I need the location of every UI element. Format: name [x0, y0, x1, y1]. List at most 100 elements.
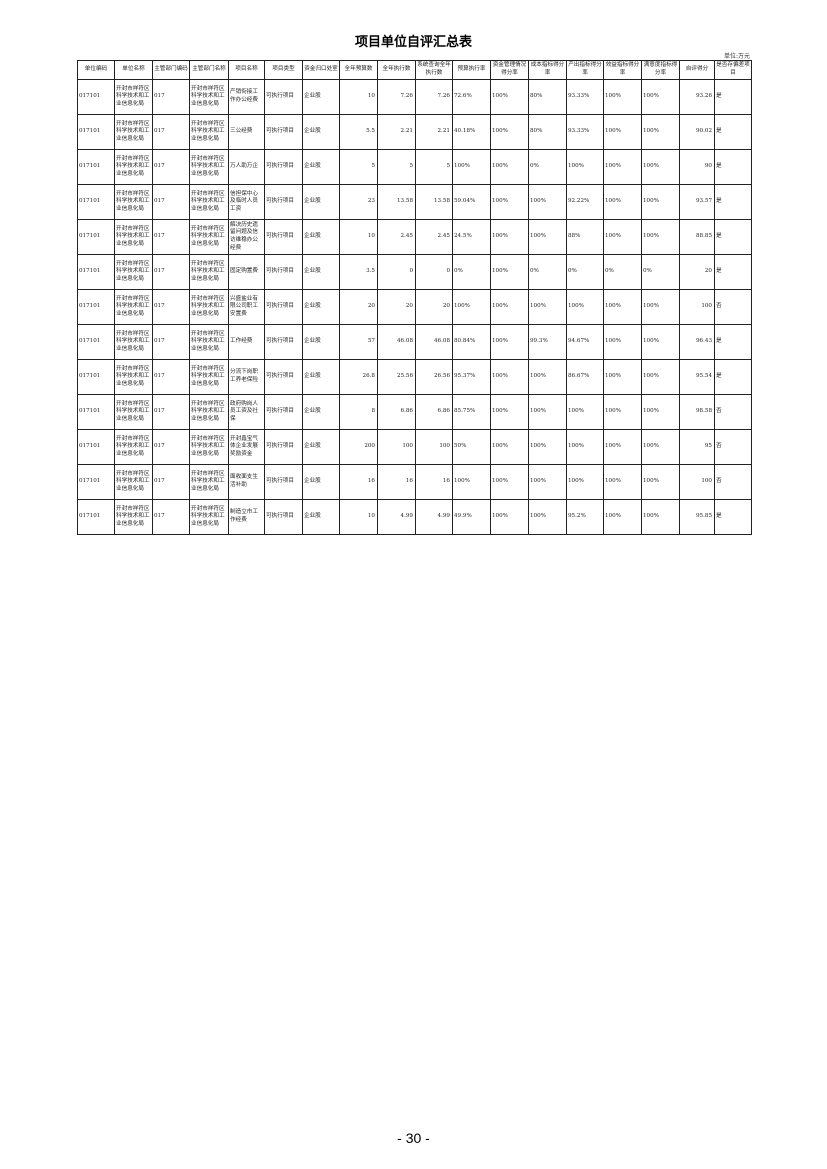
table-cell: 0% [528, 149, 567, 185]
table-cell: 100% [490, 149, 529, 185]
table-cell: 100 [415, 429, 453, 465]
column-header: 主管部门编码 [152, 60, 190, 80]
table-cell: 开封市祥符区科学技术和工业信息化局 [114, 114, 153, 150]
table-cell: 90.02 [679, 114, 715, 150]
table-cell: 面收面支生活补助 [228, 464, 265, 500]
table-cell: 100% [641, 359, 680, 395]
table-cell: 23 [339, 184, 378, 220]
table-cell: 017101 [77, 394, 115, 430]
table-cell: 企业股 [302, 149, 340, 185]
table-cell: 100% [603, 359, 642, 395]
table-cell: 2.21 [377, 114, 416, 150]
table-cell: 100% [603, 429, 642, 465]
table-cell: 企业股 [302, 464, 340, 500]
table-cell: 100% [490, 429, 529, 465]
table-cell: 100% [528, 499, 567, 535]
table-cell: 2.45 [377, 219, 416, 255]
table-cell: 100% [641, 149, 680, 185]
table-cell: 开封市祥符区科学技术和工业信息化局 [189, 289, 229, 325]
table-cell: 93.26 [679, 79, 715, 115]
table-cell: 100 [679, 289, 715, 325]
table-cell: 否 [714, 289, 752, 325]
table-cell: 企业股 [302, 394, 340, 430]
table-cell: 100% [490, 219, 529, 255]
table-cell: 017 [152, 289, 190, 325]
table-cell: 100% [566, 394, 604, 430]
table-row: 017101 开封市祥符区科学技术和工业信息化局 017 开封市祥符区科学技术和工业信… [77, 394, 752, 430]
table-cell: 017 [152, 324, 190, 360]
table-cell: 13.58 [415, 184, 453, 220]
table-cell: 93.33% [566, 79, 604, 115]
table-cell: 100% [603, 219, 642, 255]
table-cell: 100% [603, 114, 642, 150]
table-cell: 100% [603, 149, 642, 185]
column-header: 资金管理情况得分率 [490, 60, 529, 80]
table-cell: 可执行项目 [264, 359, 303, 395]
table-cell: 100% [452, 289, 491, 325]
table-cell: 017101 [77, 149, 115, 185]
table-cell: 017101 [77, 429, 115, 465]
table-cell: 是 [714, 149, 752, 185]
table-cell: 开封市祥符区科学技术和工业信息化局 [189, 359, 229, 395]
table-cell: 88% [566, 219, 604, 255]
table-cell: 96.43 [679, 324, 715, 360]
table-cell: 0% [528, 254, 567, 290]
table-cell: 是 [714, 324, 752, 360]
table-cell: 017 [152, 184, 190, 220]
table-cell: 4.99 [415, 499, 453, 535]
table-cell: 93.33% [566, 114, 604, 150]
table-cell: 100 [679, 464, 715, 500]
column-header: 效益指标得分率 [603, 60, 642, 80]
table-row: 017101 开封市祥符区科学技术和工业信息化局 017 开封市祥符区科学技术和工业信… [77, 219, 752, 255]
table-cell: 3.5 [339, 254, 378, 290]
table-cell: 017101 [77, 254, 115, 290]
table-cell: 企业股 [302, 289, 340, 325]
table-cell: 企业股 [302, 219, 340, 255]
table-cell: 50% [452, 429, 491, 465]
table-cell: 98.58 [679, 394, 715, 430]
column-header: 是否存偏差项目 [714, 60, 752, 80]
table-cell: 017101 [77, 219, 115, 255]
table-cell: 100% [566, 289, 604, 325]
table-cell: 开封市祥符区科学技术和工业信息化局 [114, 499, 153, 535]
table-cell: 100% [490, 289, 529, 325]
table-cell: 100% [528, 464, 567, 500]
table-cell: 解决历史遗留问题及信访维稳办公经费 [228, 219, 265, 255]
table-cell: 100% [490, 114, 529, 150]
column-header: 单位名称 [114, 60, 153, 80]
table-cell: 94.67% [566, 324, 604, 360]
table-cell: 工作经费 [228, 324, 265, 360]
table-cell: 017101 [77, 114, 115, 150]
table-cell: 开封市祥符区科学技术和工业信息化局 [189, 464, 229, 500]
table-cell: 企业股 [302, 184, 340, 220]
table-cell: 90 [679, 149, 715, 185]
table-cell: 95.54 [679, 359, 715, 395]
table-cell: 开封市祥符区科学技术和工业信息化局 [189, 394, 229, 430]
table-cell: 企业股 [302, 429, 340, 465]
table-cell: 7.26 [415, 79, 453, 115]
table-cell: 72.6% [452, 79, 491, 115]
table-cell: 兴盛盐业有限公司职工安置费 [228, 289, 265, 325]
table-cell: 49.9% [452, 499, 491, 535]
table-cell: 100% [528, 359, 567, 395]
table-cell: 企业股 [302, 114, 340, 150]
table-row: 017101 开封市祥符区科学技术和工业信息化局 017 开封市祥符区科学技术和工业信… [77, 429, 752, 465]
table-cell: 固定购置费 [228, 254, 265, 290]
column-header: 项目名称 [228, 60, 265, 80]
table-cell: 开封市祥符区科学技术和工业信息化局 [189, 254, 229, 290]
table-row: 017101 开封市祥符区科学技术和工业信息化局 017 开封市祥符区科学技术和工业信… [77, 114, 752, 150]
table-cell: 开封市祥符区科学技术和工业信息化局 [114, 324, 153, 360]
table-cell: 93.57 [679, 184, 715, 220]
table-cell: 信担保中心及临时人员工资 [228, 184, 265, 220]
table-cell: 可执行项目 [264, 394, 303, 430]
table-cell: 8 [339, 394, 378, 430]
table-cell: 是 [714, 114, 752, 150]
table-cell: 开封市祥符区科学技术和工业信息化局 [114, 289, 153, 325]
table-row: 017101 开封市祥符区科学技术和工业信息化局 017 开封市祥符区科学技术和工业信… [77, 499, 752, 535]
table-cell: 13.58 [377, 184, 416, 220]
table-cell: 017 [152, 114, 190, 150]
table-cell: 0% [566, 254, 604, 290]
table-row: 017101 开封市祥符区科学技术和工业信息化局 017 开封市祥符区科学技术和工业信… [77, 79, 752, 115]
table-cell: 92.22% [566, 184, 604, 220]
table-row: 017101 开封市祥符区科学技术和工业信息化局 017 开封市祥符区科学技术和工业信… [77, 184, 752, 220]
